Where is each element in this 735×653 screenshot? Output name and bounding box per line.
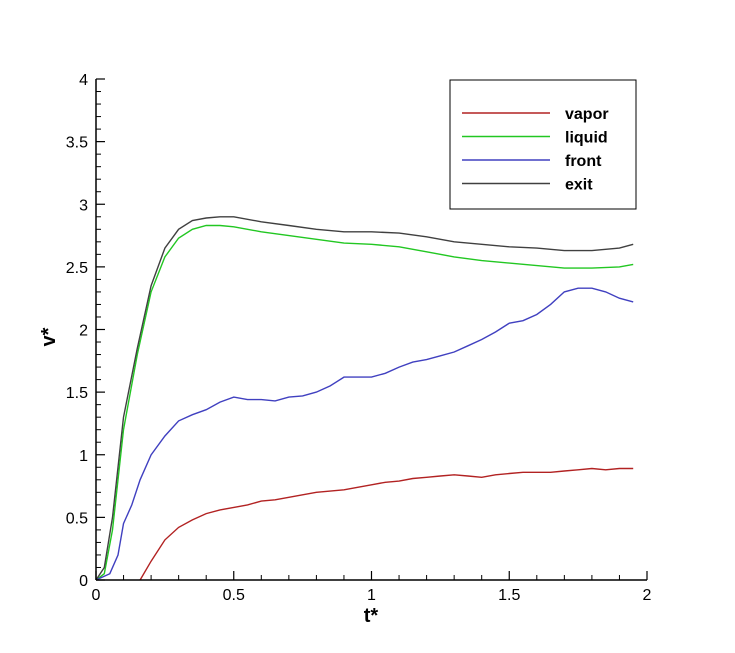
plot-series-group	[95, 216, 634, 581]
y-axis-title: v*	[38, 327, 60, 346]
legend-label-front: front	[565, 153, 602, 170]
legend-label-vapor: vapor	[565, 106, 609, 123]
series-line-exit	[95, 216, 634, 581]
x-tick-label: 2	[643, 587, 652, 604]
legend-label-liquid: liquid	[565, 130, 608, 147]
x-tick-label: 1.5	[498, 587, 520, 604]
axes-group: 0 0.5 1 1.5 2 0 0.5 1 1.5 2 2.5 3 3.5 4	[66, 72, 652, 604]
legend-box	[449, 79, 637, 210]
x-tick-label: 0.5	[223, 587, 245, 604]
y-tick-label: 2.5	[66, 260, 88, 277]
y-tick-label: 1.5	[66, 385, 88, 402]
series-line-vapor	[139, 467, 634, 581]
y-tick-label: 3	[79, 197, 88, 214]
x-axis-title: t*	[364, 605, 379, 627]
series-line-liquid	[95, 224, 634, 581]
legend-label-exit: exit	[565, 177, 593, 194]
y-tick-label: 2	[79, 323, 88, 340]
legend: vapor liquid front exit	[449, 79, 637, 210]
y-tick-label: 1	[79, 448, 88, 465]
y-tick-label: 0	[79, 573, 88, 590]
x-tick-label: 1	[367, 587, 376, 604]
y-tick-label: 3.5	[66, 135, 88, 152]
x-tick-label: 0	[92, 587, 101, 604]
series-line-front	[95, 287, 634, 581]
y-tick-label: 4	[79, 72, 88, 89]
y-tick-label: 0.5	[66, 510, 88, 527]
